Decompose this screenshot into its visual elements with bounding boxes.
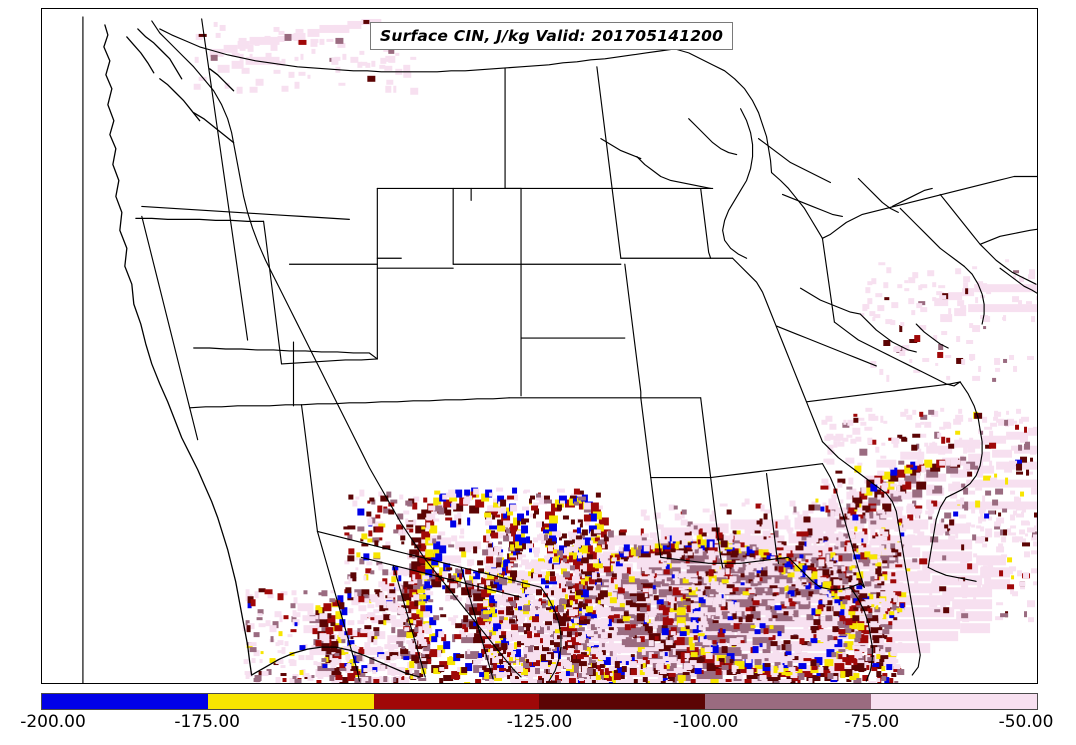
- colorbar-segment-maroon: [539, 694, 706, 709]
- boundary-path: [821, 463, 865, 588]
- boundary-path: [857, 177, 899, 213]
- boundary-path: [732, 257, 824, 443]
- boundary-path: [193, 347, 378, 360]
- boundary-path: [300, 404, 319, 533]
- boundary-path: [710, 477, 724, 568]
- coastline-path: [193, 112, 235, 144]
- boundary-path: [775, 325, 877, 367]
- cin-field-layer: [193, 18, 1037, 683]
- boundary-path: [765, 473, 780, 564]
- boundary-path: [927, 566, 977, 582]
- boundary-path: [915, 323, 949, 349]
- colorbar-tick--200: -200.00: [20, 712, 86, 732]
- boundary-path: [859, 313, 917, 353]
- boundary-path: [833, 321, 961, 387]
- coastline-path: [250, 646, 420, 678]
- boundary-path: [600, 138, 642, 160]
- colorbar-segment-mauve: [705, 694, 872, 709]
- boundary-path: [805, 381, 961, 403]
- colorbar-tick--150: -150.00: [340, 712, 407, 732]
- boundary-path: [262, 220, 283, 365]
- colorbar-segment-pale-pink: [871, 694, 1037, 709]
- boundary-path: [821, 237, 835, 323]
- boundary-path: [141, 215, 199, 441]
- boundary-path: [636, 155, 712, 190]
- map-plot-area: [41, 8, 1038, 684]
- coastline-path: [103, 24, 253, 676]
- boundary-path: [280, 358, 378, 365]
- boundary-path: [392, 564, 426, 678]
- boundary-path: [821, 441, 921, 676]
- boundary-path: [540, 586, 562, 682]
- boundary-path: [141, 205, 350, 220]
- colorbar-segment-blue: [42, 694, 208, 709]
- boundary-path: [781, 193, 843, 217]
- boundary-path: [189, 404, 303, 409]
- colorbar-tick--100: -100.00: [672, 712, 739, 732]
- boundary-path: [787, 556, 865, 590]
- political-boundary-layer: [82, 16, 1037, 683]
- boundary-path: [899, 207, 965, 267]
- boundary-path: [300, 397, 510, 406]
- boundary-path: [201, 18, 249, 341]
- boundary-path: [159, 28, 676, 73]
- coastline-path: [137, 28, 183, 80]
- boundary-path: [927, 496, 947, 568]
- boundary-path: [151, 20, 522, 678]
- boundary-path: [688, 118, 738, 156]
- boundary-path: [660, 556, 790, 564]
- boundary-path: [979, 228, 1037, 245]
- colorbar: [41, 693, 1038, 710]
- map-canvas: [82, 16, 1037, 683]
- boundary-path: [757, 138, 831, 184]
- boundary-path: [624, 263, 642, 399]
- boundary-path: [821, 175, 1037, 239]
- colorbar-segment-yellow: [207, 694, 374, 709]
- boundary-path: [460, 566, 494, 680]
- boundary-path: [700, 187, 712, 259]
- coastline-path: [159, 78, 201, 122]
- plot-title: Surface CIN, J/kg Valid: 201705141200: [370, 22, 734, 50]
- colorbar-tick--75: -75.00: [844, 712, 900, 732]
- boundary-path: [722, 108, 754, 259]
- boundary-path: [799, 287, 861, 315]
- boundary-path: [939, 193, 1037, 285]
- boundary-path: [360, 556, 522, 598]
- boundary-path: [674, 48, 773, 174]
- boundary-path: [999, 267, 1037, 294]
- boundary-path: [596, 66, 622, 259]
- colorbar-segment-dark-red: [373, 694, 540, 709]
- boundary-path: [770, 171, 824, 239]
- colorbar-tick--175: -175.00: [174, 712, 240, 732]
- colorbar-tick--125: -125.00: [506, 712, 573, 732]
- boundary-path: [849, 586, 873, 682]
- boundary-path: [891, 187, 933, 207]
- boundary-path: [135, 217, 265, 222]
- boundary-path: [710, 463, 824, 479]
- coastline-path: [126, 36, 155, 74]
- boundary-path: [700, 397, 712, 479]
- plot-title-text: Surface CIN, J/kg Valid: 201705141200: [380, 27, 724, 45]
- boundary-path: [945, 381, 983, 499]
- boundary-path: [316, 530, 542, 588]
- colorbar-tick--50: -50.00: [998, 712, 1054, 732]
- boundary-path: [316, 530, 360, 682]
- colorbar-tick-labels: -200.00 -175.00 -150.00 -125.00 -100.00 -75.0…: [0, 712, 1076, 736]
- coastline-path: [209, 68, 235, 92]
- boundary-path: [963, 265, 985, 325]
